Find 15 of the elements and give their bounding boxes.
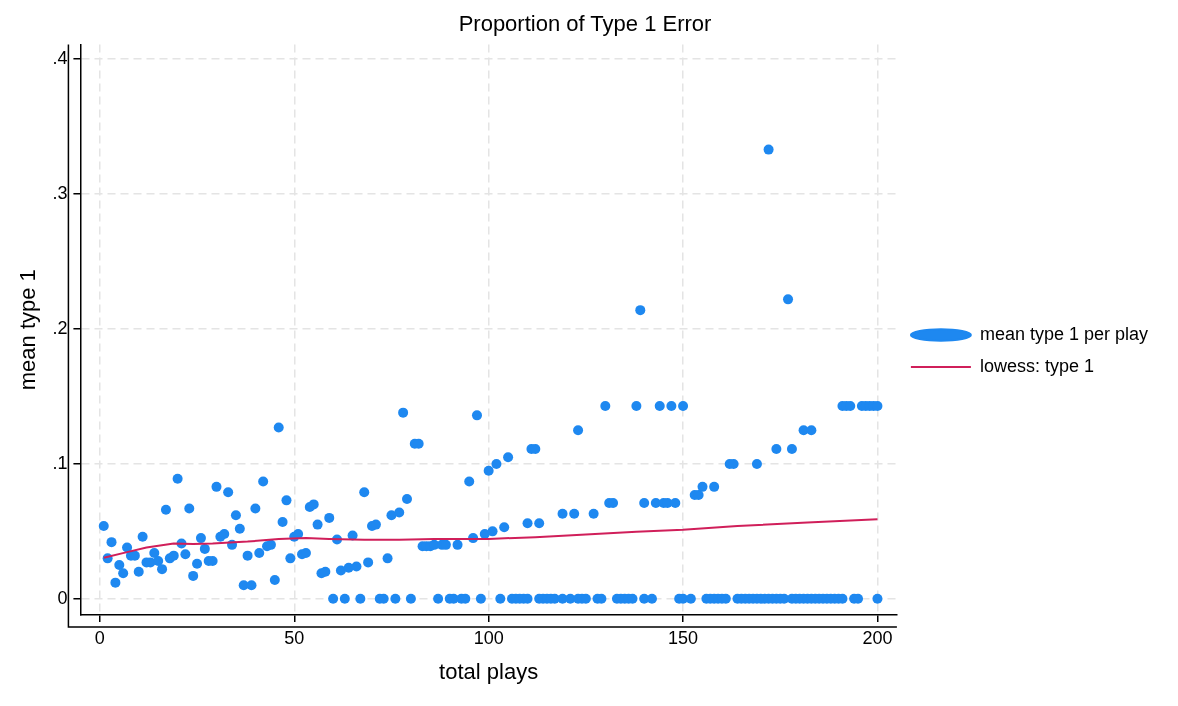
x-tick-label: 200 [862, 627, 893, 648]
legend-label: mean type 1 per play [979, 323, 1149, 344]
y-tick-label: .4 [52, 48, 68, 69]
x-tick-label: 100 [473, 627, 504, 648]
y-tick-label: .1 [52, 452, 68, 473]
legend-label: lowess: type 1 [979, 355, 1094, 376]
y-axis-title: mean type 1 [15, 269, 41, 391]
y-tick-label: 0 [57, 587, 68, 608]
y-tick-label: .2 [52, 317, 68, 338]
x-tick-label: 0 [94, 627, 105, 648]
x-axis-title: total plays [439, 658, 539, 684]
x-tick-label: 50 [284, 627, 305, 648]
x-tick-label: 150 [668, 627, 699, 648]
y-tick-label: .3 [52, 183, 68, 204]
chart-title: Proportion of Type 1 Error [458, 11, 712, 37]
